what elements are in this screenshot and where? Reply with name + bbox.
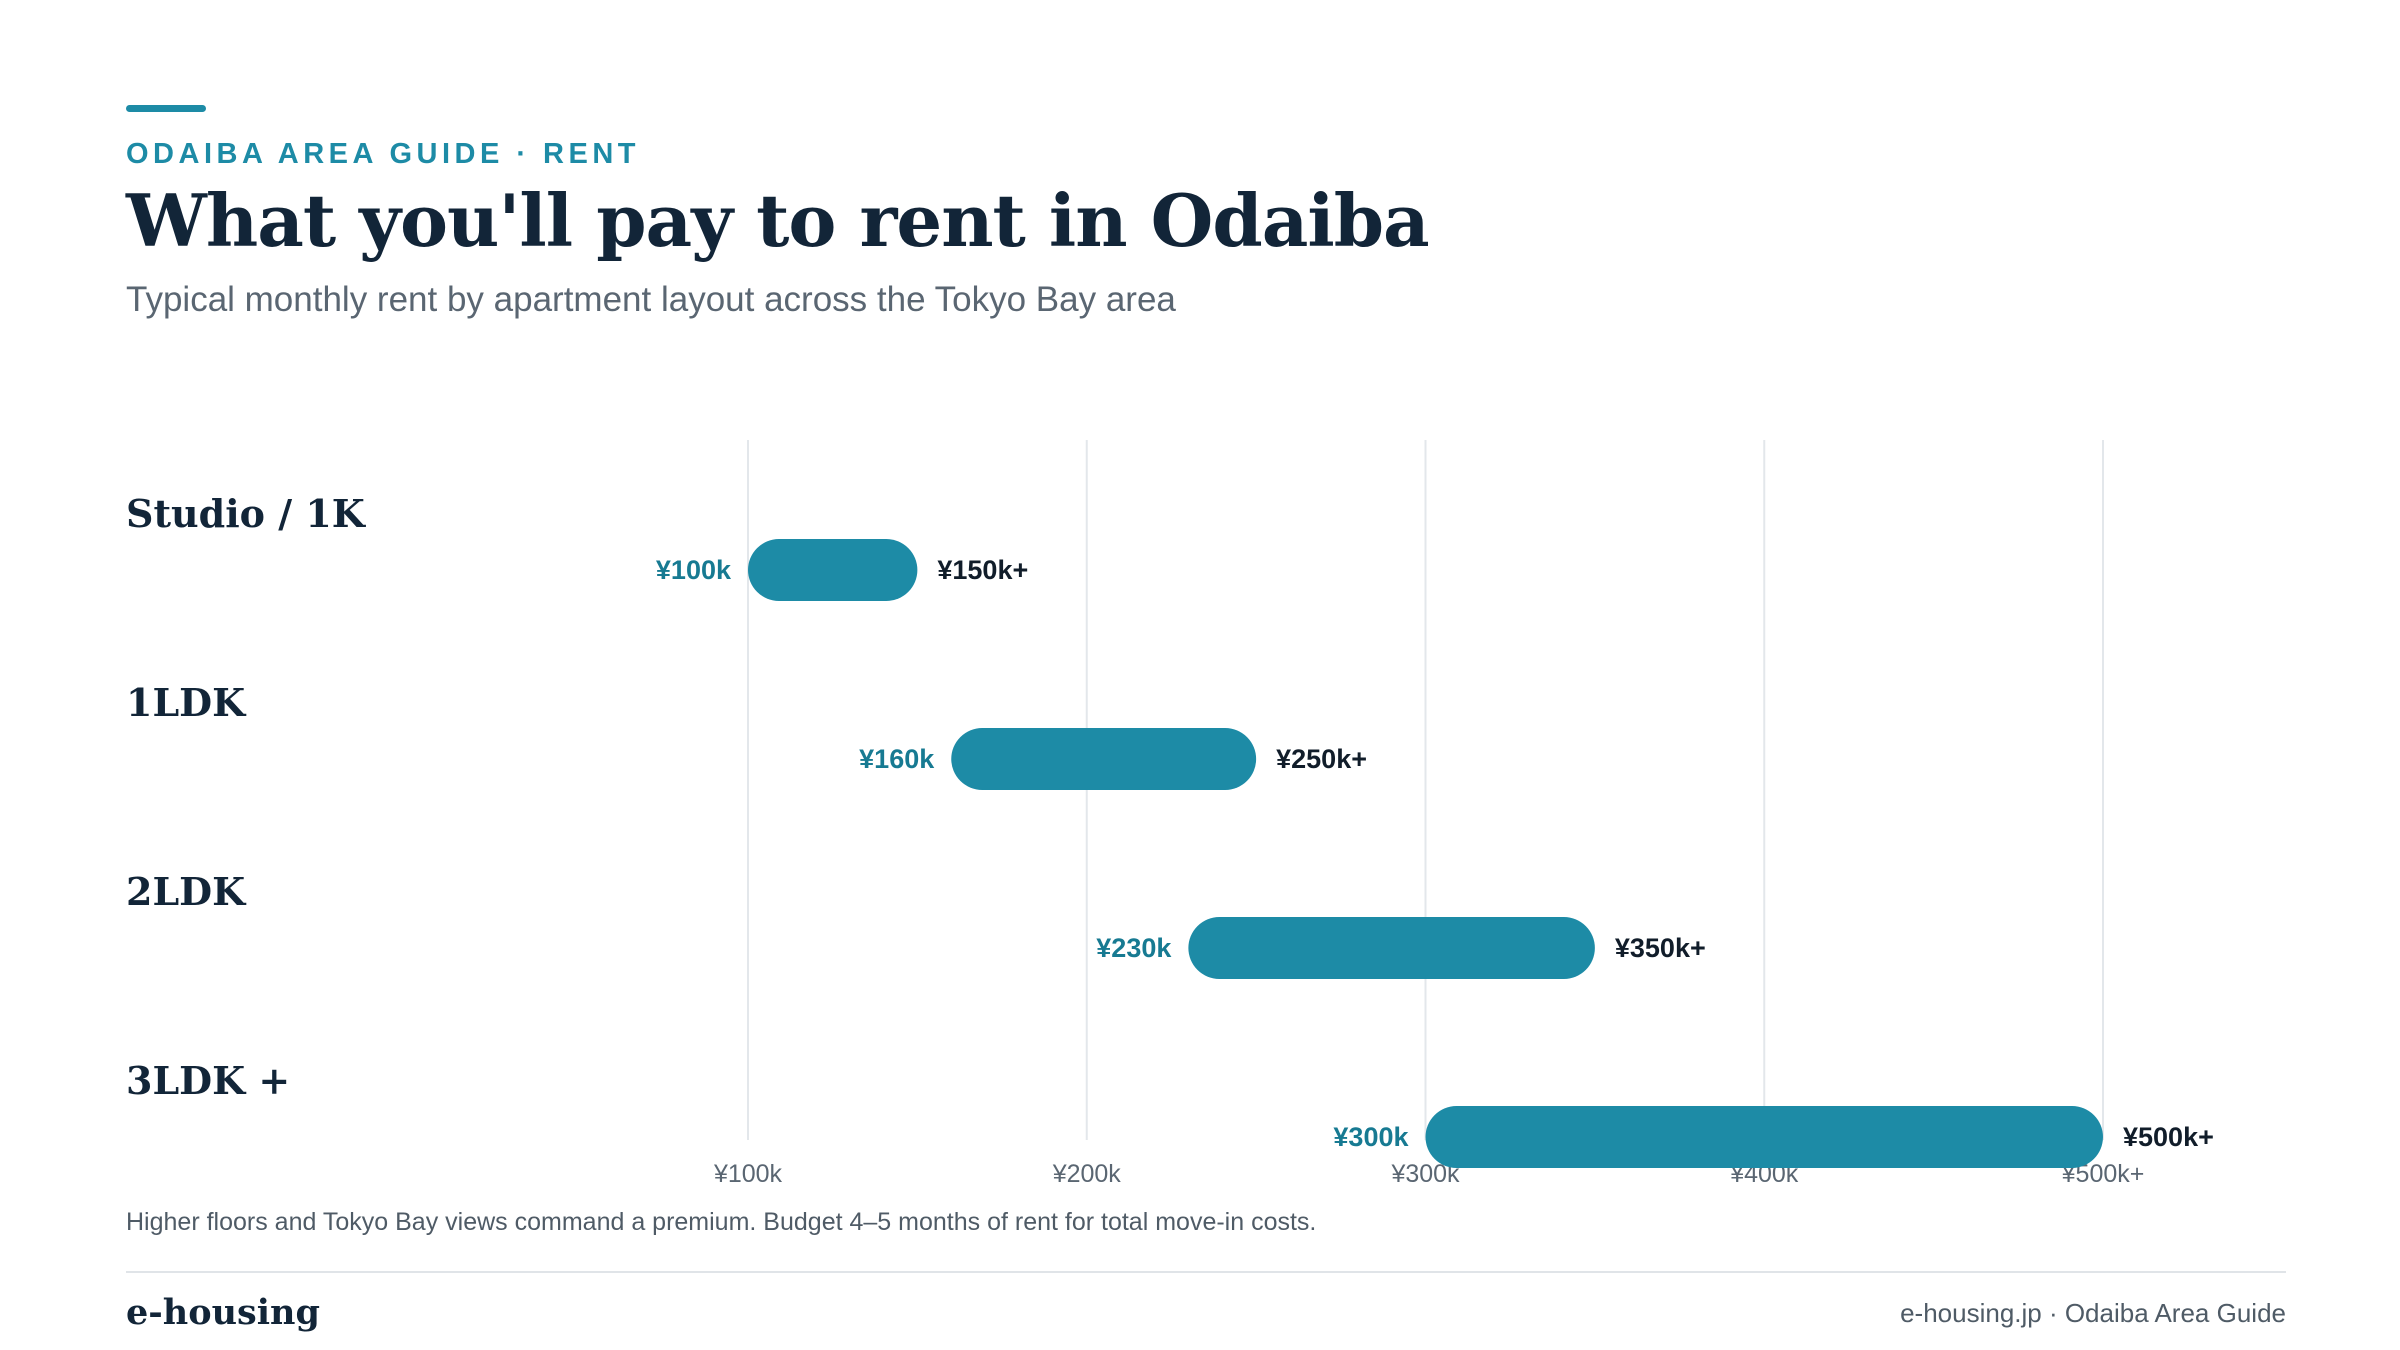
range-min-label: ¥300k	[1333, 1122, 1409, 1152]
x-tick-label: ¥100k	[713, 1160, 783, 1188]
row-label: Studio / 1K	[126, 491, 367, 536]
range-bar	[951, 728, 1257, 790]
range-min-label: ¥230k	[1096, 933, 1172, 963]
gridlines	[747, 440, 2104, 1140]
row-label: 2LDK	[126, 869, 247, 914]
accent-rule	[126, 105, 206, 112]
range-max-label: ¥150k+	[937, 555, 1028, 585]
rent-range-chart: ¥100k ¥200k ¥300k ¥400k ¥500k+ Studio / 1K¥1…	[126, 440, 2214, 1188]
range-max-label: ¥350k+	[1615, 933, 1706, 963]
footer-divider	[126, 1271, 2286, 1273]
range-min-label: ¥100k	[656, 555, 732, 585]
eyebrow-label: ODAIBA AREA GUIDE · RENT	[126, 138, 640, 170]
footnote: Higher floors and Tokyo Bay views comman…	[126, 1208, 1317, 1236]
range-max-label: ¥250k+	[1276, 744, 1367, 774]
source-credit: e-housing.jp · Odaiba Area Guide	[1900, 1298, 2286, 1328]
x-tick-label: ¥200k	[1052, 1160, 1122, 1188]
range-max-label: ¥500k+	[2123, 1122, 2214, 1152]
row-label: 3LDK +	[126, 1058, 290, 1103]
chart-rows: Studio / 1K ¥100k ¥150k+ 1LDK ¥160k ¥250k+ 2LD…	[126, 491, 2214, 1168]
range-bar	[1425, 1106, 2103, 1168]
range-bar	[1188, 917, 1595, 979]
page-title: What you'll pay to rent in Odaiba	[126, 178, 1430, 263]
range-bar	[748, 539, 918, 601]
page-subtitle: Typical monthly rent by apartment layout…	[126, 280, 1176, 319]
range-min-label: ¥160k	[859, 744, 935, 774]
brand-logo: e-housing	[126, 1292, 320, 1333]
row-label: 1LDK	[126, 680, 247, 725]
